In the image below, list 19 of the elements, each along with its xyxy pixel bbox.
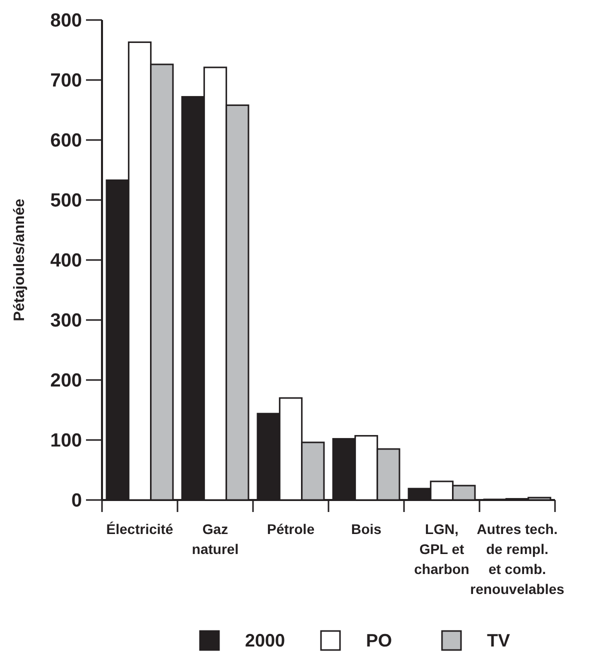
y-tick-label: 300 — [50, 310, 82, 332]
y-tick-label: 200 — [50, 370, 82, 392]
x-tick-label: Gaz naturel — [192, 521, 239, 557]
x-tick-label: LGN, GPL et charbon — [414, 521, 470, 577]
y-tick-label: 500 — [50, 190, 82, 212]
x-tick-label: Pétrole — [267, 521, 315, 537]
legend-label: PO — [366, 630, 392, 650]
y-tick-label: 600 — [50, 130, 82, 152]
y-tick-label: 100 — [50, 430, 82, 452]
y-tick-label: 400 — [50, 250, 82, 272]
y-tick-label: 0 — [71, 490, 82, 512]
x-tick-label: Électricité — [106, 521, 174, 537]
x-tick-label: Bois — [351, 521, 382, 537]
x-tick-label: Autres tech. de rempl. et comb. renouvelables — [470, 521, 565, 597]
y-tick-label: 800 — [50, 10, 82, 32]
legend-label: 2000 — [245, 630, 286, 650]
y-tick-label: 700 — [50, 70, 82, 92]
legend-label: TV — [487, 630, 510, 650]
y-axis-title: Pétajoules/année — [11, 198, 28, 322]
